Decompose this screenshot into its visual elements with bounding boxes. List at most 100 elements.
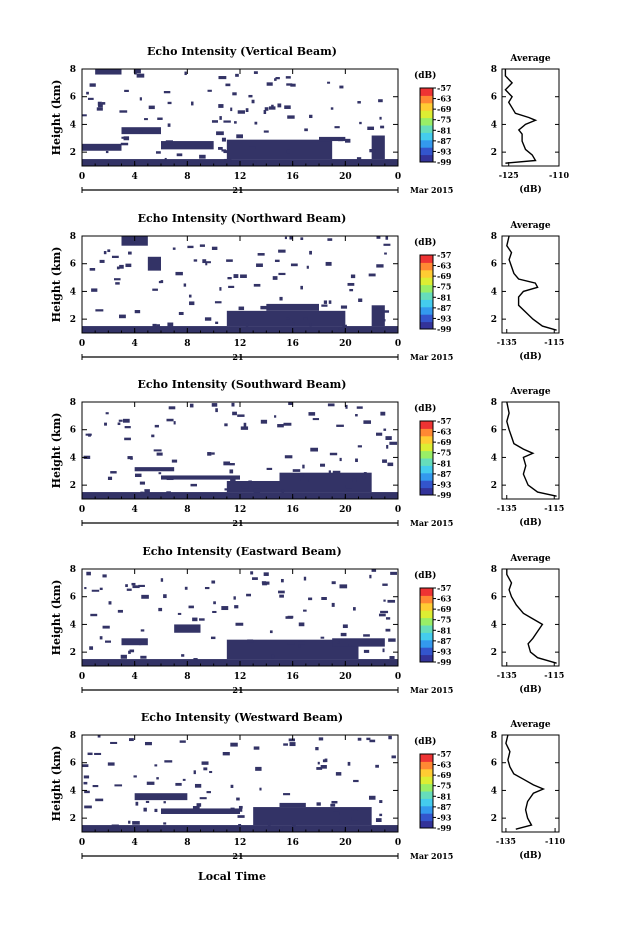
echo-speckle [255,766,262,771]
date-label: Mar 2015 [410,851,453,861]
echo-speckle [230,107,233,112]
colorbar-tick-label: -75 [437,781,451,791]
echo-speckle [84,587,87,590]
echo-speckle [175,271,183,276]
x-tick-label: 4 [132,672,138,682]
echo-speckle [288,402,294,406]
echo-speckle [211,580,216,584]
echo-speckle [366,737,371,741]
echo-speckle [219,287,222,291]
echo-speckle [351,817,358,821]
echo-speckle [163,822,167,825]
echo-speckle [250,571,254,575]
echo-speckle [190,483,197,487]
echo-speckle [283,743,288,746]
echo-speckle [134,72,137,75]
echo-speckle [384,327,389,330]
echo-speckle [164,157,167,161]
colorbar-tick-label: -75 [437,615,451,625]
profile-x-tick-label: -135 [496,836,516,846]
echo-speckle [288,738,295,742]
colorbar-tick-label: -99 [437,157,452,167]
echo-speckle [385,236,389,240]
echo-speckle [379,813,383,817]
y-tick-label: 4 [70,786,76,796]
echo-speckle [376,264,384,268]
echo-speckle [178,311,184,316]
echo-speckle [187,245,194,249]
colorbar-segment [420,791,433,799]
echo-speckle [388,638,396,642]
echo-speckle [357,101,361,104]
echo-speckle [95,309,104,312]
echo-speckle [204,317,212,321]
echo-speckle [383,599,386,602]
echo-speckle [300,285,303,290]
echo-speckle [206,791,211,794]
x-tick-label: 0 [79,172,85,182]
colorbar-segment [420,154,433,163]
profile-y-tick-label: 2 [491,648,497,658]
echo-speckle [199,797,207,800]
echo-speckle [126,588,132,591]
echo-speckle [248,94,253,98]
colorbar-tick-label: -99 [437,490,452,500]
echo-speckle [235,73,239,77]
echo-speckle [253,283,261,287]
echo-speckle [218,76,227,80]
profile-y-tick-label: 6 [491,260,497,270]
echo-speckle [268,106,276,110]
echo-speckle [327,403,335,407]
y-tick-label: 4 [70,120,76,130]
echo-speckle [289,742,296,747]
date-label: Mar 2015 [410,352,453,362]
echo-speckle [144,118,148,121]
colorbar-tick-label: -87 [437,303,451,313]
x-tick-label: 0 [395,505,401,515]
echo-speckle [368,795,376,800]
echo-speckle [338,327,346,330]
colorbar-tick-label: -87 [437,802,451,812]
echo-speckle [84,805,92,809]
echo-speckle [182,778,186,781]
x-tick-label: 0 [395,672,401,682]
echo-speckle [382,648,385,653]
profile-y-tick-label: 2 [491,315,497,325]
colorbar-segment [420,465,433,474]
echo-speckle [168,406,176,410]
x-tick-label: 8 [184,172,190,182]
echo-speckle [145,800,150,803]
echo-speckle [158,280,162,284]
echo-speckle [83,326,89,330]
echo-speckle [128,251,132,255]
echo-speckle [156,452,163,456]
echo-speckle [378,99,383,103]
echo-speckle [124,89,129,93]
echo-speckle [286,83,293,86]
echo-speckle [266,467,273,470]
echo-speckle [278,590,285,594]
echo-speckle [230,807,235,811]
echo-speckle [321,304,328,307]
echo-speckle [108,601,112,605]
echo-speckle [164,760,173,763]
echo-speckle [386,444,389,449]
y-tick-label: 6 [70,260,76,270]
colorbar-segment [420,761,433,770]
echo-speckle [102,625,110,629]
echo-speckle [199,618,205,621]
echo-speckle [139,481,146,485]
colorbar-frame [419,420,434,496]
profile-y-tick-label: 6 [491,593,497,603]
profile-line [506,569,557,664]
echo-speckle [376,236,381,239]
echo-speckle [369,739,376,743]
echo-speckle [328,300,332,304]
echo-speckle [86,91,89,95]
colorbar-tick-label: -75 [437,282,451,292]
echo-speckle [316,802,321,806]
colorbar-segment [420,321,433,330]
colorbar-segment [420,632,433,641]
echo-speckle [152,288,158,291]
echo-speckle [274,78,277,81]
